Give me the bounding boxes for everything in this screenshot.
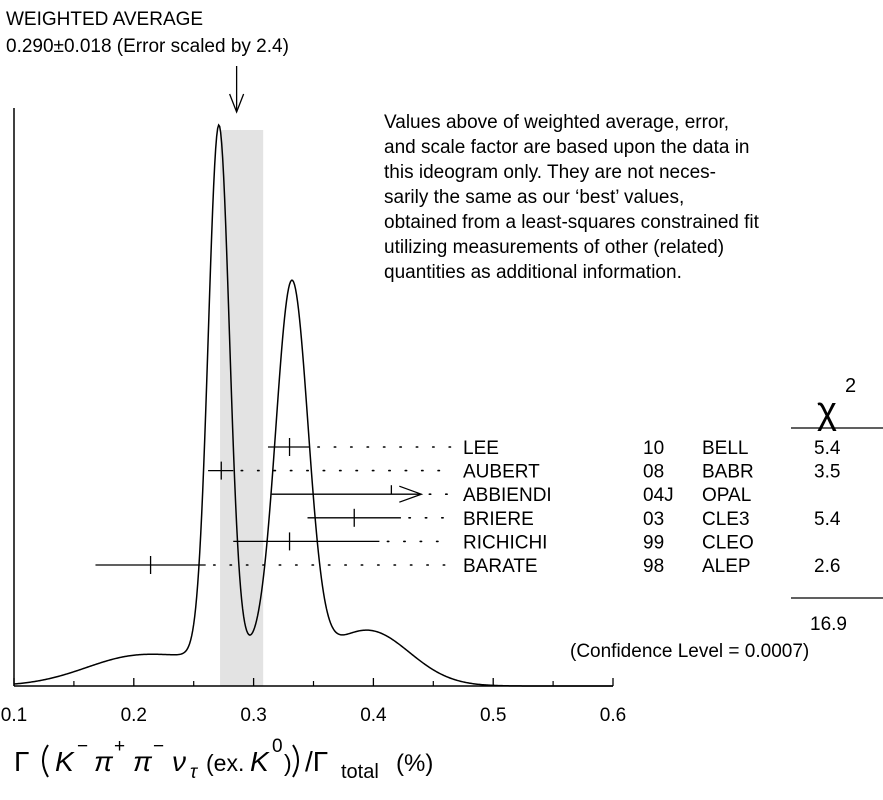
note-line: utilizing measurements of other (related… (384, 237, 724, 258)
note-line: this ideogram only. They are not neces- (384, 162, 716, 183)
measurement-chi2: 2.6 (814, 556, 840, 577)
measurement-row: BRIERE 03 CLE3 5.4 (307, 508, 841, 530)
note-line: Values above of weighted average, error, (384, 112, 729, 133)
xlabel-pi-minus: π (133, 746, 153, 777)
xlabel-nu: ν (172, 746, 186, 777)
measurement-chi2: 3.5 (814, 462, 840, 483)
xlabel-ex-close: ) (284, 750, 292, 776)
measurement-chi2: 5.4 (814, 438, 841, 459)
x-tick-label: 0.3 (240, 705, 266, 726)
measurement-author: LEE (463, 438, 499, 459)
measurement-experiment: CLE3 (702, 509, 750, 530)
xlabel-k: K (55, 746, 75, 777)
measurement-experiment: CLEO (702, 532, 754, 553)
xlabel-unit: (%) (396, 750, 433, 777)
chi2-total: 16.9 (810, 614, 847, 635)
x-tick-label: 0.5 (480, 705, 506, 726)
average-arrow-head (229, 93, 245, 114)
xlabel-gamma: Γ (14, 746, 29, 777)
xlabel-total: total (341, 761, 379, 783)
measurement-experiment: BABR (702, 462, 754, 483)
xlabel-open-paren (42, 744, 49, 778)
xlabel-pi-plus-charge: + (114, 736, 125, 757)
measurement-chi2: 5.4 (814, 509, 841, 530)
x-axis-label: Γ K − π + π − ν τ (ex. K 0 ) /Γ total (%… (14, 736, 433, 783)
xlabel-close-paren (292, 744, 299, 778)
note-line: obtained from a least-squares constraine… (384, 212, 760, 233)
measurement-author: BARATE (463, 556, 538, 577)
x-tick-label: 0.6 (600, 705, 626, 726)
x-tick-label: 0.2 (121, 705, 147, 726)
note-line: and scale factor are based upon the data… (384, 137, 749, 158)
weighted-average-value: 0.290±0.018 (Error scaled by 2.4) (6, 36, 289, 57)
measurement-row: AUBERT 08 BABR 3.5 (208, 461, 840, 483)
weighted-average-heading: WEIGHTED AVERAGE (6, 9, 203, 30)
xlabel-k0: K (250, 746, 270, 777)
measurement-row: ABBIENDI 04J OPAL (271, 485, 751, 506)
chi2-header: χ (817, 390, 837, 432)
note-line: sarily the same as our ‘best’ values, (384, 187, 684, 208)
xlabel-nu-tau: τ (190, 762, 199, 783)
measurement-arrow-head (399, 485, 424, 503)
measurement-year: 10 (643, 438, 664, 459)
measurement-experiment: ALEP (702, 556, 751, 577)
x-axis-ticks: 0.1 0.2 0.3 0.4 0.5 0.6 (1, 678, 626, 726)
xlabel-slash-gamma: /Γ (305, 746, 328, 777)
note-block: Values above of weighted average, error,… (384, 112, 760, 283)
x-tick-label: 0.1 (1, 705, 27, 726)
measurement-year: 03 (643, 509, 664, 530)
measurement-row: LEE 10 BELL 5.4 (267, 438, 841, 459)
measurement-year: 04J (643, 485, 674, 506)
measurement-year: 08 (643, 462, 664, 483)
measurement-author: RICHICHI (463, 532, 547, 553)
measurement-author: BRIERE (463, 509, 534, 530)
xlabel-k-charge: − (77, 736, 88, 757)
x-tick-label: 0.4 (360, 705, 387, 726)
chi2-header-exponent: 2 (845, 375, 856, 397)
measurement-row: RICHICHI 99 CLEO (233, 532, 754, 553)
measurement-row: BARATE 98 ALEP 2.6 (95, 556, 840, 577)
xlabel-k0-sup: 0 (272, 736, 283, 757)
measurement-year: 99 (643, 532, 664, 553)
confidence-level: (Confidence Level = 0.0007) (570, 641, 809, 662)
measurement-rows: LEE 10 BELL 5.4 AUBERT 08 BABR 3.5 ABBIENDI 04J OP… (95, 438, 841, 577)
measurement-experiment: BELL (702, 438, 748, 459)
measurement-author: AUBERT (463, 462, 540, 483)
measurement-experiment: OPAL (702, 485, 751, 506)
note-line: quantities as additional information. (384, 262, 682, 283)
measurement-author: ABBIENDI (463, 485, 552, 506)
measurement-year: 98 (643, 556, 664, 577)
ideogram-curve (13, 123, 613, 687)
xlabel-pi-plus: π (94, 746, 114, 777)
xlabel-pi-minus-charge: − (153, 736, 164, 757)
xlabel-ex: (ex. (206, 750, 244, 776)
